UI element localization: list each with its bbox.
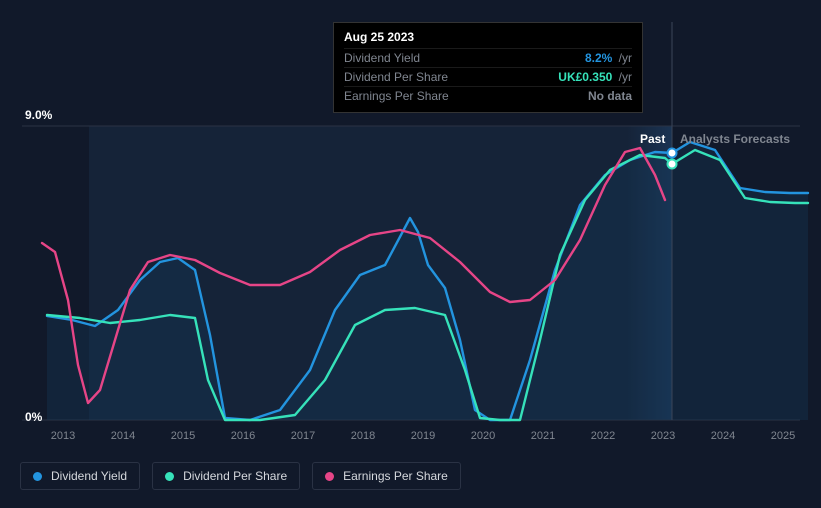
x-tick-2014: 2014: [111, 430, 135, 442]
legend-dot-icon: [325, 472, 334, 481]
tooltip-row-label: Dividend Per Share: [344, 70, 448, 84]
tooltip-row: Dividend Yield 8.2% /yr: [344, 48, 632, 67]
x-tick-2019: 2019: [411, 430, 435, 442]
tooltip-row-value: No data: [588, 89, 632, 103]
tooltip-row-label: Earnings Per Share: [344, 89, 449, 103]
tooltip-row-value: UK£0.350 /yr: [558, 70, 632, 84]
legend-label: Dividend Per Share: [183, 469, 287, 483]
y-axis-max: 9.0%: [25, 108, 52, 122]
x-tick-2025: 2025: [771, 430, 795, 442]
tooltip-row-value: 8.2% /yr: [585, 51, 632, 65]
legend-dot-icon: [165, 472, 174, 481]
chart-tooltip: Aug 25 2023 Dividend Yield8.2% /yrDivide…: [333, 22, 643, 113]
tooltip-row: Earnings Per Share No data: [344, 86, 632, 105]
x-tick-2018: 2018: [351, 430, 375, 442]
y-axis-zero: 0%: [25, 410, 42, 424]
tooltip-row: Dividend Per Share UK£0.350 /yr: [344, 67, 632, 86]
x-tick-2024: 2024: [711, 430, 735, 442]
x-tick-2021: 2021: [531, 430, 555, 442]
legend-item-dividend-yield[interactable]: Dividend Yield: [20, 462, 140, 490]
legend-label: Dividend Yield: [51, 469, 127, 483]
x-tick-2020: 2020: [471, 430, 495, 442]
legend-dot-icon: [33, 472, 42, 481]
forecast-label: Analysts Forecasts: [680, 132, 790, 146]
tooltip-date: Aug 25 2023: [344, 30, 632, 44]
x-tick-2013: 2013: [51, 430, 75, 442]
legend-item-earnings-per-share[interactable]: Earnings Per Share: [312, 462, 461, 490]
x-tick-2017: 2017: [291, 430, 315, 442]
past-label: Past: [640, 132, 665, 146]
chart-legend: Dividend Yield Dividend Per Share Earnings…: [20, 462, 461, 490]
tooltip-row-label: Dividend Yield: [344, 51, 420, 65]
x-tick-2016: 2016: [231, 430, 255, 442]
legend-label: Earnings Per Share: [343, 469, 448, 483]
x-tick-2015: 2015: [171, 430, 195, 442]
chart-area: 9.0% 0% Past Analysts Forecasts 2013 2014…: [0, 0, 821, 445]
x-tick-2022: 2022: [591, 430, 615, 442]
legend-item-dividend-per-share[interactable]: Dividend Per Share: [152, 462, 300, 490]
x-tick-2023: 2023: [651, 430, 675, 442]
